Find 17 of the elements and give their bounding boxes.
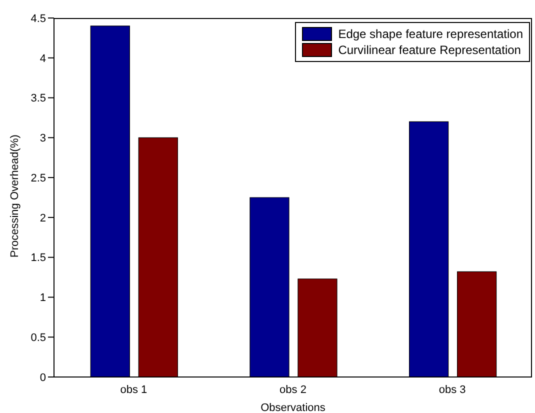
y-tick-label: 4 <box>40 52 46 65</box>
y-tick-label: 3 <box>40 132 46 145</box>
x-tick-label: obs 1 <box>120 384 148 396</box>
y-tick-label: 0 <box>40 372 46 384</box>
x-tick-label: obs 2 <box>280 384 306 396</box>
y-axis-title: Processing Overhead(%) <box>8 134 21 258</box>
y-tick-label: 1 <box>40 292 46 304</box>
x-axis-title: Observations <box>260 402 326 413</box>
y-tick-label: 3.5 <box>30 92 46 105</box>
y-tick-label: 2 <box>40 212 46 224</box>
y-tick-label: 4.5 <box>30 12 46 25</box>
legend-label: Edge shape feature representation <box>338 26 523 42</box>
x-tick-label: obs 3 <box>438 384 466 396</box>
y-tick-label: 0.5 <box>30 332 46 344</box>
y-tick-label: 1.5 <box>30 252 46 264</box>
legend-label: Curvilinear feature Representation <box>338 42 521 58</box>
y-tick-label: 2.5 <box>30 172 46 184</box>
